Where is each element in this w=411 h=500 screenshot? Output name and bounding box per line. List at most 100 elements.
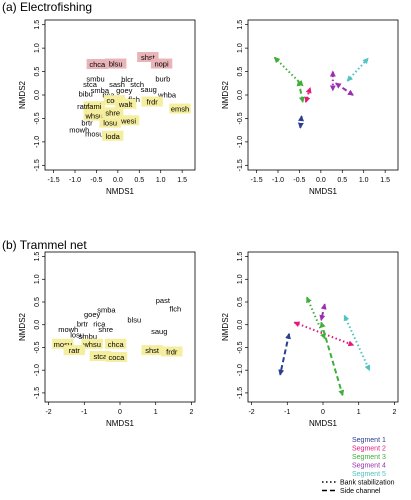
species-label-shst: shst <box>141 53 156 62</box>
x-axis-title: NMDS1 <box>106 187 135 196</box>
segment-1-dashed-arrow <box>278 332 291 376</box>
species-highlight-shre <box>102 107 124 118</box>
species-highlight-stca <box>89 351 112 362</box>
y-axis-title: NMDS2 <box>221 312 230 341</box>
segment-3-dashed-arrow <box>319 321 345 397</box>
y-axis-title: NMDS2 <box>221 80 230 109</box>
species-label-mosu: mosu <box>85 129 103 138</box>
y-tick-label: 1.0 <box>237 274 244 284</box>
species-label-rica: rica <box>93 319 106 328</box>
y-tick-label: -0.5 <box>34 341 41 353</box>
legend-entry-dotted: Bank stabilization <box>340 480 395 487</box>
y-tick-label: -0.5 <box>237 112 244 124</box>
species-label-blcr: blcr <box>121 75 134 84</box>
species-label-shre: shre <box>105 108 120 117</box>
x-axis-title: NMDS1 <box>309 187 338 196</box>
legend-entry-segment-1: Segment 1 <box>352 437 386 444</box>
species-label-whba: whba <box>157 91 177 100</box>
plot-panel-1: -1.5 -1.0 -0.5 0.0 0.5 1.0 1.5 -1.5 -1.0 -0.5 0.0 0… <box>18 19 196 196</box>
x-tick-label: 1 <box>154 409 158 416</box>
species-label-shre: shre <box>98 325 113 334</box>
species-label-fami: fami <box>87 102 102 111</box>
species-label-whsu: whsu <box>85 112 104 121</box>
plot-frame <box>247 19 399 171</box>
species-label-wesi: wesi <box>120 116 136 125</box>
species-highlight-nopi <box>150 58 173 69</box>
y-tick-label: -1.0 <box>34 364 41 376</box>
species-highlight-shst <box>137 52 159 62</box>
x-tick-label: 0.0 <box>316 177 326 184</box>
segment-5-dotted-arrow <box>346 57 369 82</box>
species-highlight-fami <box>83 101 105 112</box>
species-label-flch: flch <box>170 304 182 313</box>
y-tick-label: 0.5 <box>237 67 244 77</box>
segment-3-dashed-arrow <box>296 79 305 104</box>
species-label-smbu: smbu <box>79 332 97 341</box>
species-label-brtr: brtr <box>77 319 89 328</box>
species-highlight-walt <box>114 98 137 109</box>
y-axis-title: NMDS2 <box>18 312 27 341</box>
species-label-rica: rica <box>102 91 115 100</box>
y-tick-label: 0.0 <box>237 320 244 330</box>
species-label-stca: stca <box>83 80 98 89</box>
species-label-stca: stca <box>93 352 108 361</box>
legend-entry-segment-2: Segment 2 <box>352 446 386 453</box>
y-tick-label: 0.5 <box>34 67 41 77</box>
species-label-shst: shst <box>145 346 160 355</box>
species-label-ratr: ratr <box>69 346 81 355</box>
y-tick-label: 1.5 <box>237 252 244 262</box>
y-tick-label: -1.5 <box>237 387 244 399</box>
species-highlight-chca <box>86 59 108 70</box>
segment-4-dashed-arrow <box>335 82 354 96</box>
species-label-mowh: mowh <box>69 126 89 135</box>
x-tick-label: -0.5 <box>90 177 102 184</box>
y-tick-label: -1.0 <box>237 364 244 376</box>
x-tick-label: -1 <box>81 409 87 416</box>
panel-label-trammel-net: (b) Trammel net <box>2 238 87 252</box>
species-highlight-whsu <box>81 338 103 349</box>
x-tick-label: 0 <box>321 409 325 416</box>
y-tick-label: 0.5 <box>237 297 244 307</box>
y-tick-label: 0.0 <box>34 90 41 100</box>
y-tick-label: -1.5 <box>237 159 244 171</box>
species-label-chca: chca <box>108 340 125 349</box>
x-axis-title: NMDS1 <box>106 419 135 428</box>
y-tick-label: 1.0 <box>237 43 244 53</box>
species-label-brtr: brtr <box>81 119 93 128</box>
y-tick-label: -0.5 <box>237 341 244 353</box>
x-tick-label: 1.5 <box>177 177 187 184</box>
species-label-walt: walt <box>118 100 133 109</box>
species-label-emsh: emsh <box>171 105 189 114</box>
species-label-bibu: bibu <box>79 90 93 99</box>
species-label-frdr: frdr <box>166 348 178 357</box>
species-label-smbu: smbu <box>86 75 104 84</box>
species-highlight-wesi <box>117 115 140 126</box>
x-tick-label: 1.0 <box>359 177 369 184</box>
x-tick-label: -1.5 <box>48 177 60 184</box>
x-tick-label: 2 <box>189 409 193 416</box>
plot-panel-4: -2 -1 0 1 2 -1.5 -1.0 -0.5 0.0 0.5 1.0 1.5 NMDS1 NMDS… <box>221 252 399 428</box>
x-tick-label: 1.5 <box>380 177 390 184</box>
species-label-nopi: nopi <box>154 60 169 69</box>
species-label-losu: losu <box>70 331 84 340</box>
species-label-coca: coca <box>109 353 126 362</box>
y-tick-label: 0.0 <box>34 320 41 330</box>
species-label-mowh: mowh <box>58 325 78 334</box>
species-highlight-loda <box>102 130 124 141</box>
species-label-saug: saug <box>151 327 167 336</box>
species-label-frdr: frdr <box>147 98 159 107</box>
species-highlight-frdr <box>141 96 163 107</box>
species-highlight-frdr <box>161 346 183 357</box>
legend-entry-dashed: Side channel <box>340 488 381 495</box>
y-tick-label: 0.5 <box>34 297 41 307</box>
x-tick-label: -1 <box>284 409 290 416</box>
x-tick-label: -1.5 <box>251 177 263 184</box>
species-label-past: past <box>156 296 171 305</box>
y-axis-title: NMDS2 <box>18 80 27 109</box>
species-label-losu: losu <box>103 119 117 128</box>
species-label-chca: chca <box>89 60 106 69</box>
legend-entry-segment-3: Segment 3 <box>352 454 386 461</box>
y-tick-label: 1.5 <box>237 20 244 30</box>
y-tick-label: 1.0 <box>34 43 41 53</box>
